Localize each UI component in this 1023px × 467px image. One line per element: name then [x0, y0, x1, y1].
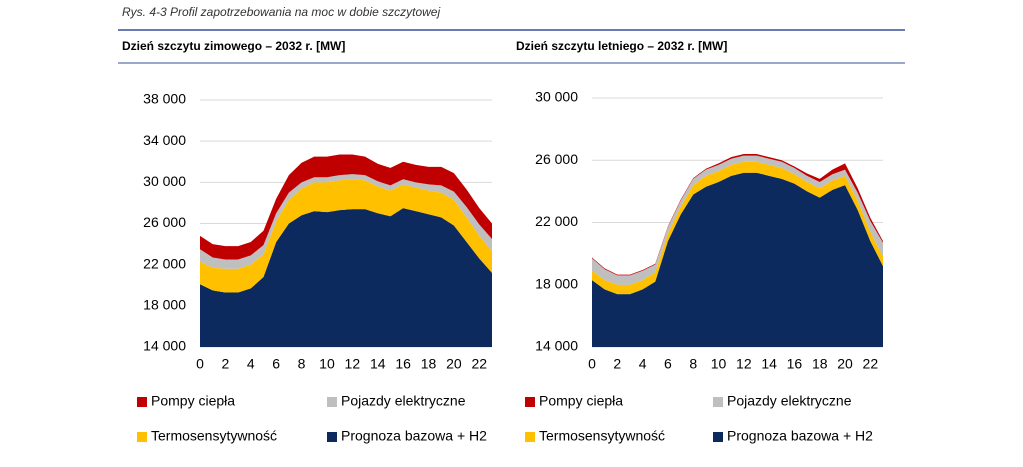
chart-title: Dzień szczytu letniego – 2032 r. [MW] — [516, 39, 727, 53]
y-tick-label: 38 000 — [143, 91, 186, 107]
legend-label: Pojazdy elektryczne — [341, 393, 466, 409]
x-tick-label: 16 — [787, 356, 803, 372]
legend-label: Termosensytywność — [539, 428, 665, 444]
x-tick-label: 16 — [395, 356, 411, 372]
legend-label: Pojazdy elektryczne — [727, 393, 852, 409]
x-tick-label: 20 — [446, 356, 462, 372]
x-tick-label: 6 — [272, 356, 280, 372]
legend-label: Pompy ciepła — [151, 393, 235, 409]
y-tick-label: 22 000 — [143, 255, 186, 271]
legend-swatch — [327, 397, 337, 407]
legend-swatch — [713, 397, 723, 407]
y-tick-label: 34 000 — [143, 132, 186, 148]
y-tick-label: 18 000 — [535, 275, 578, 291]
area — [592, 172, 883, 347]
y-tick-label: 14 000 — [535, 338, 578, 354]
legend-swatch — [327, 432, 337, 442]
y-tick-label: 18 000 — [143, 297, 186, 313]
y-tick-label: 22 000 — [535, 213, 578, 229]
x-tick-label: 8 — [689, 356, 697, 372]
x-tick-label: 12 — [345, 356, 361, 372]
x-tick-label: 22 — [863, 356, 879, 372]
x-tick-label: 4 — [247, 356, 255, 372]
area — [200, 208, 492, 347]
x-tick-label: 14 — [761, 356, 777, 372]
legend-label: Pompy ciepła — [539, 393, 623, 409]
legend-label: Termosensytywność — [151, 428, 277, 444]
legend-swatch — [525, 432, 535, 442]
x-tick-label: 20 — [837, 356, 853, 372]
x-tick-label: 18 — [812, 356, 828, 372]
x-tick-label: 8 — [298, 356, 306, 372]
x-tick-label: 2 — [221, 356, 229, 372]
x-tick-label: 6 — [664, 356, 672, 372]
legend-swatch — [713, 432, 723, 442]
area — [200, 154, 492, 260]
x-tick-label: 12 — [736, 356, 752, 372]
x-tick-label: 0 — [588, 356, 596, 372]
y-tick-label: 14 000 — [143, 338, 186, 354]
x-tick-label: 18 — [421, 356, 437, 372]
x-tick-label: 10 — [319, 356, 335, 372]
chart-title: Dzień szczytu zimowego – 2032 r. [MW] — [122, 39, 345, 53]
x-tick-label: 10 — [711, 356, 727, 372]
x-tick-label: 2 — [613, 356, 621, 372]
y-tick-label: 26 000 — [143, 214, 186, 230]
legend-swatch — [137, 397, 147, 407]
y-tick-label: 30 000 — [143, 173, 186, 189]
area — [200, 179, 492, 293]
x-tick-label: 0 — [196, 356, 204, 372]
legend-swatch — [525, 397, 535, 407]
y-tick-label: 26 000 — [535, 151, 578, 167]
legend-label: Prognoza bazowa + H2 — [727, 428, 873, 444]
caption: Rys. 4-3 Profil zapotrzebowania na moc w… — [122, 5, 440, 19]
legend-swatch — [137, 432, 147, 442]
y-tick-label: 30 000 — [535, 89, 578, 105]
x-tick-label: 14 — [370, 356, 386, 372]
x-tick-label: 22 — [472, 356, 488, 372]
legend-label: Prognoza bazowa + H2 — [341, 428, 487, 444]
x-tick-label: 4 — [639, 356, 647, 372]
